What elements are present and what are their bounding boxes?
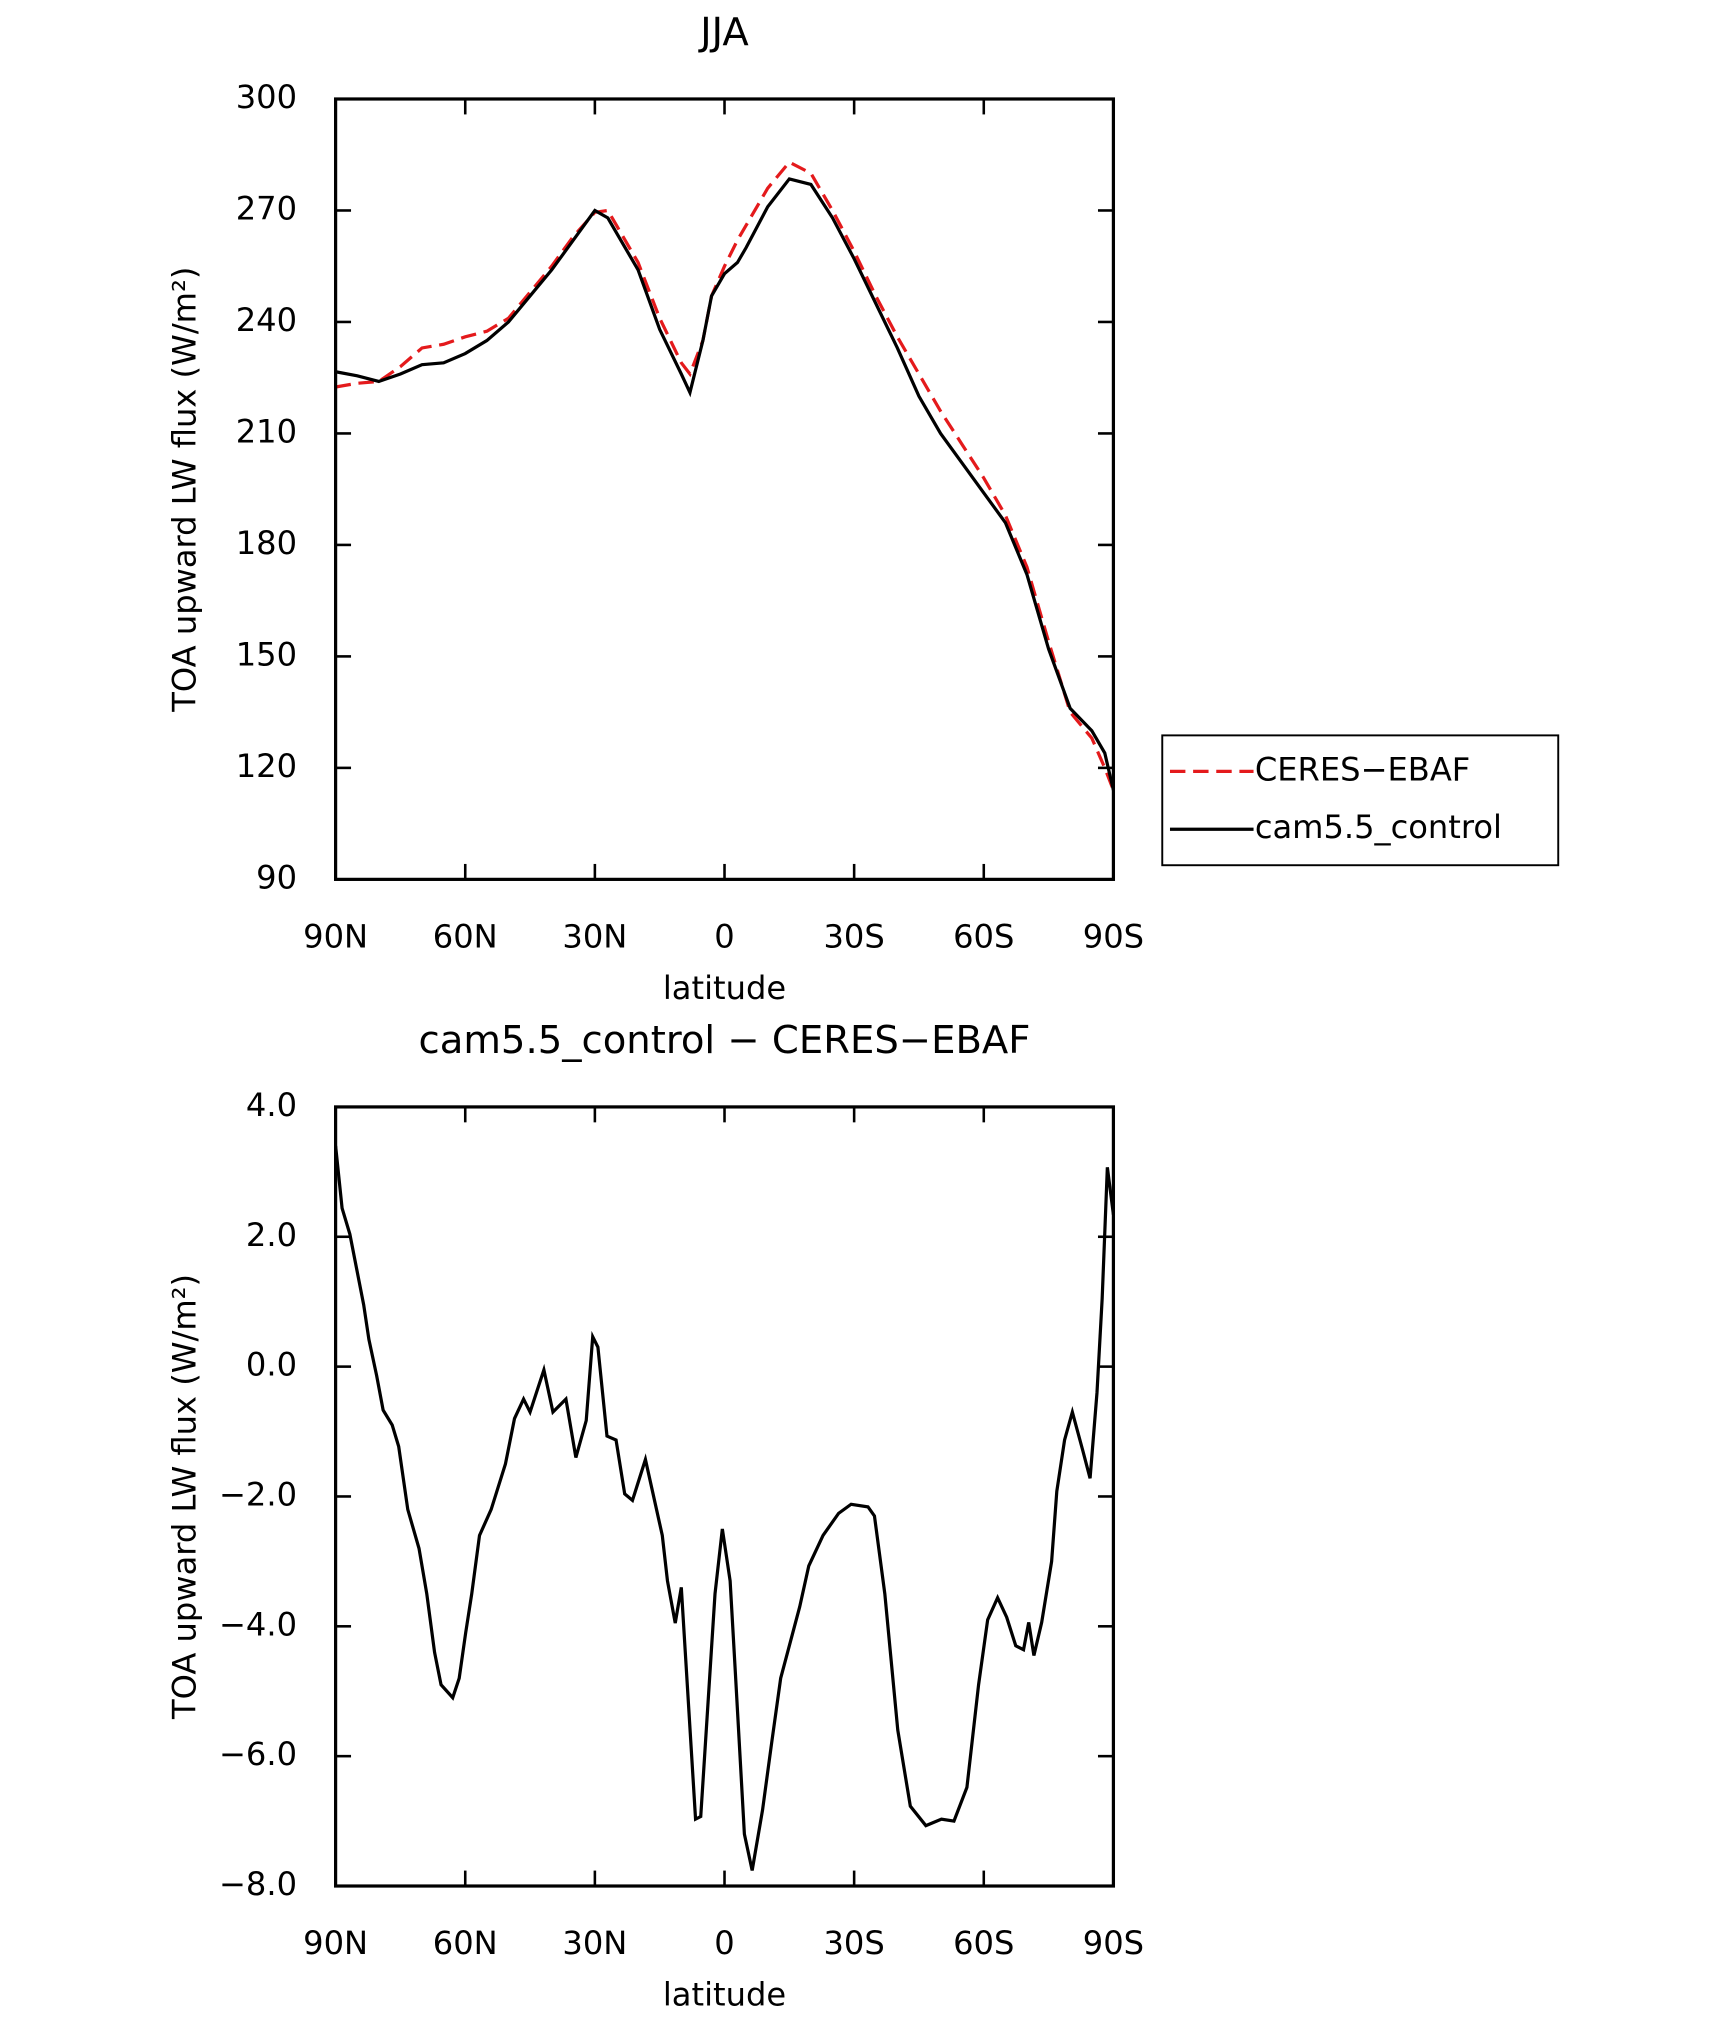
- legend-box: [1161, 734, 1560, 867]
- y-tick-label: 270: [236, 189, 297, 227]
- chart-title: JJA: [698, 10, 749, 55]
- legend-label: CERES−EBAF: [1255, 750, 1470, 788]
- x-tick-label: 30S: [824, 1924, 885, 1962]
- chart-title: cam5.5_control − CERES−EBAF: [419, 1018, 1031, 1063]
- y-axis-label: TOA upward LW flux (W/m²): [165, 267, 203, 713]
- x-tick-label: 60S: [953, 1924, 1014, 1962]
- y-tick-label: 0.0: [246, 1346, 297, 1384]
- x-tick-label: 30N: [562, 918, 627, 956]
- x-tick-label: 90N: [303, 918, 368, 956]
- y-tick-label: −4.0: [219, 1605, 297, 1643]
- legend-label: cam5.5_control: [1255, 808, 1502, 846]
- x-tick-label: 0: [714, 1924, 734, 1962]
- x-tick-label: 60N: [433, 918, 498, 956]
- x-tick-label: 60S: [953, 918, 1014, 956]
- data-line: [335, 160, 1115, 791]
- y-tick-label: 120: [236, 747, 297, 785]
- plot-frame: [334, 1105, 1116, 1888]
- y-tick-label: 240: [236, 301, 297, 339]
- y-tick-label: 2.0: [246, 1216, 297, 1254]
- x-tick-label: 0: [714, 918, 734, 956]
- x-axis-label: latitude: [663, 1976, 786, 2014]
- x-tick-label: 90N: [303, 1924, 368, 1962]
- data-line: [335, 177, 1115, 791]
- y-tick-label: 90: [256, 858, 297, 896]
- y-tick-label: −2.0: [219, 1475, 297, 1513]
- y-tick-label: −6.0: [219, 1735, 297, 1773]
- y-tick-label: 300: [236, 78, 297, 116]
- y-tick-label: 180: [236, 524, 297, 562]
- data-line: [334, 1145, 1116, 1871]
- x-axis-label: latitude: [663, 969, 786, 1007]
- y-tick-label: −8.0: [219, 1865, 297, 1903]
- y-tick-label: 150: [236, 635, 297, 673]
- x-tick-label: 30N: [562, 1924, 627, 1962]
- x-tick-label: 30S: [824, 918, 885, 956]
- x-tick-label: 60N: [433, 1924, 498, 1962]
- plot-frame: [334, 97, 1116, 881]
- y-axis-label: TOA upward LW flux (W/m²): [165, 1274, 203, 1720]
- y-tick-label: 210: [236, 412, 297, 450]
- y-tick-label: 4.0: [246, 1086, 297, 1124]
- x-tick-label: 90S: [1083, 918, 1144, 956]
- x-tick-label: 90S: [1083, 1924, 1144, 1962]
